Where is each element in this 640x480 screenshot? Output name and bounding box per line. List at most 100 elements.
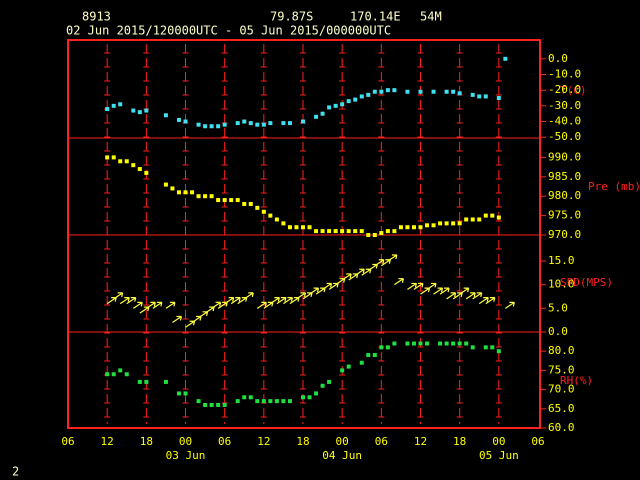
- data-point: [235, 121, 240, 126]
- data-point: [346, 364, 351, 369]
- data-point: [190, 190, 195, 195]
- y-tick-label: 970.0: [548, 228, 581, 241]
- data-point: [183, 119, 188, 124]
- data-point: [274, 399, 279, 404]
- data-point: [444, 89, 449, 94]
- data-point: [248, 395, 253, 400]
- data-point: [392, 88, 397, 93]
- y-tick-label: -10.0: [548, 67, 581, 80]
- data-point: [196, 399, 201, 404]
- wind-arrow: [322, 282, 333, 290]
- day-label: 03 Jun: [166, 449, 206, 462]
- data-point: [490, 213, 495, 218]
- data-point: [333, 229, 338, 234]
- wind-arrow: [243, 292, 254, 300]
- x-tick-label: 12: [257, 435, 270, 448]
- data-point: [496, 349, 501, 354]
- data-point: [261, 399, 266, 404]
- data-point: [411, 225, 416, 230]
- wind-arrow: [296, 292, 307, 300]
- data-point: [314, 114, 319, 119]
- data-point: [385, 229, 390, 234]
- x-tick-label: 06: [218, 435, 231, 448]
- data-point: [320, 111, 325, 116]
- data-point: [176, 117, 181, 122]
- wind-arrow: [119, 297, 130, 305]
- data-point: [340, 229, 345, 234]
- data-point: [216, 402, 221, 407]
- data-point: [359, 229, 364, 234]
- wind-arrow: [505, 301, 515, 309]
- y-tick-label: 60.0: [548, 421, 575, 434]
- y-tick-label: 990.0: [548, 150, 581, 163]
- wind-arrow: [413, 282, 424, 290]
- panel-label: SPD(MPS): [560, 276, 613, 289]
- data-point: [255, 122, 260, 127]
- data-point: [353, 97, 358, 102]
- data-point: [301, 119, 305, 124]
- station-id: 8913: [82, 10, 111, 24]
- data-point: [105, 372, 110, 377]
- wind-arrow: [152, 301, 163, 309]
- wind-arrow: [224, 297, 235, 305]
- data-point: [353, 229, 358, 234]
- data-point: [366, 92, 371, 97]
- data-point: [229, 198, 234, 203]
- data-point: [327, 379, 332, 384]
- data-point: [216, 198, 221, 203]
- data-point: [483, 345, 488, 350]
- data-point: [163, 182, 168, 187]
- y-tick-label: 980.0: [548, 189, 581, 202]
- wind-arrow: [283, 297, 293, 305]
- data-point: [196, 194, 201, 199]
- data-point: [209, 402, 214, 407]
- data-point: [235, 399, 240, 404]
- data-point: [268, 399, 273, 404]
- x-tick-label: 12: [101, 435, 114, 448]
- data-point: [163, 113, 168, 118]
- panel-label: Pre (mb): [588, 180, 640, 193]
- wind-arrow: [374, 259, 385, 267]
- data-point: [379, 345, 384, 350]
- data-point: [451, 221, 456, 226]
- x-tick-label: 12: [414, 435, 427, 448]
- data-point: [307, 225, 312, 230]
- wind-arrow: [478, 297, 489, 305]
- y-tick-label: 80.0: [548, 344, 575, 357]
- data-point: [483, 213, 488, 218]
- y-tick-label: 65.0: [548, 402, 575, 415]
- data-point: [314, 391, 319, 396]
- data-point: [144, 108, 149, 113]
- data-point: [470, 217, 475, 222]
- data-point: [359, 94, 364, 99]
- x-tick-label: 18: [140, 435, 153, 448]
- wind-arrow: [309, 287, 320, 295]
- data-point: [170, 186, 175, 191]
- data-point: [451, 89, 456, 94]
- data-point: [385, 345, 390, 350]
- data-point: [163, 379, 168, 384]
- data-point: [294, 225, 299, 230]
- data-point: [118, 102, 123, 107]
- data-point: [281, 221, 286, 226]
- panel-label: T(C): [560, 84, 587, 97]
- data-point: [248, 201, 253, 206]
- data-point: [105, 106, 110, 111]
- period: 02 Jun 2015/120000UTC - 05 Jun 2015/0000…: [66, 24, 391, 38]
- wind-arrow: [407, 282, 418, 290]
- data-point: [307, 395, 312, 400]
- data-point: [464, 341, 469, 346]
- data-point: [274, 217, 279, 222]
- y-tick-label: -50.0: [548, 130, 581, 143]
- data-point: [222, 402, 227, 407]
- wind-arrow: [472, 292, 483, 300]
- y-tick-label: 5.0: [548, 301, 568, 314]
- data-point: [137, 110, 142, 115]
- x-tick-label: 06: [375, 435, 388, 448]
- wind-arrow: [132, 301, 143, 309]
- x-tick-label: 00: [336, 435, 349, 448]
- data-point: [346, 229, 351, 234]
- wind-arrow: [256, 301, 267, 309]
- data-point: [111, 155, 116, 160]
- data-point: [444, 341, 449, 346]
